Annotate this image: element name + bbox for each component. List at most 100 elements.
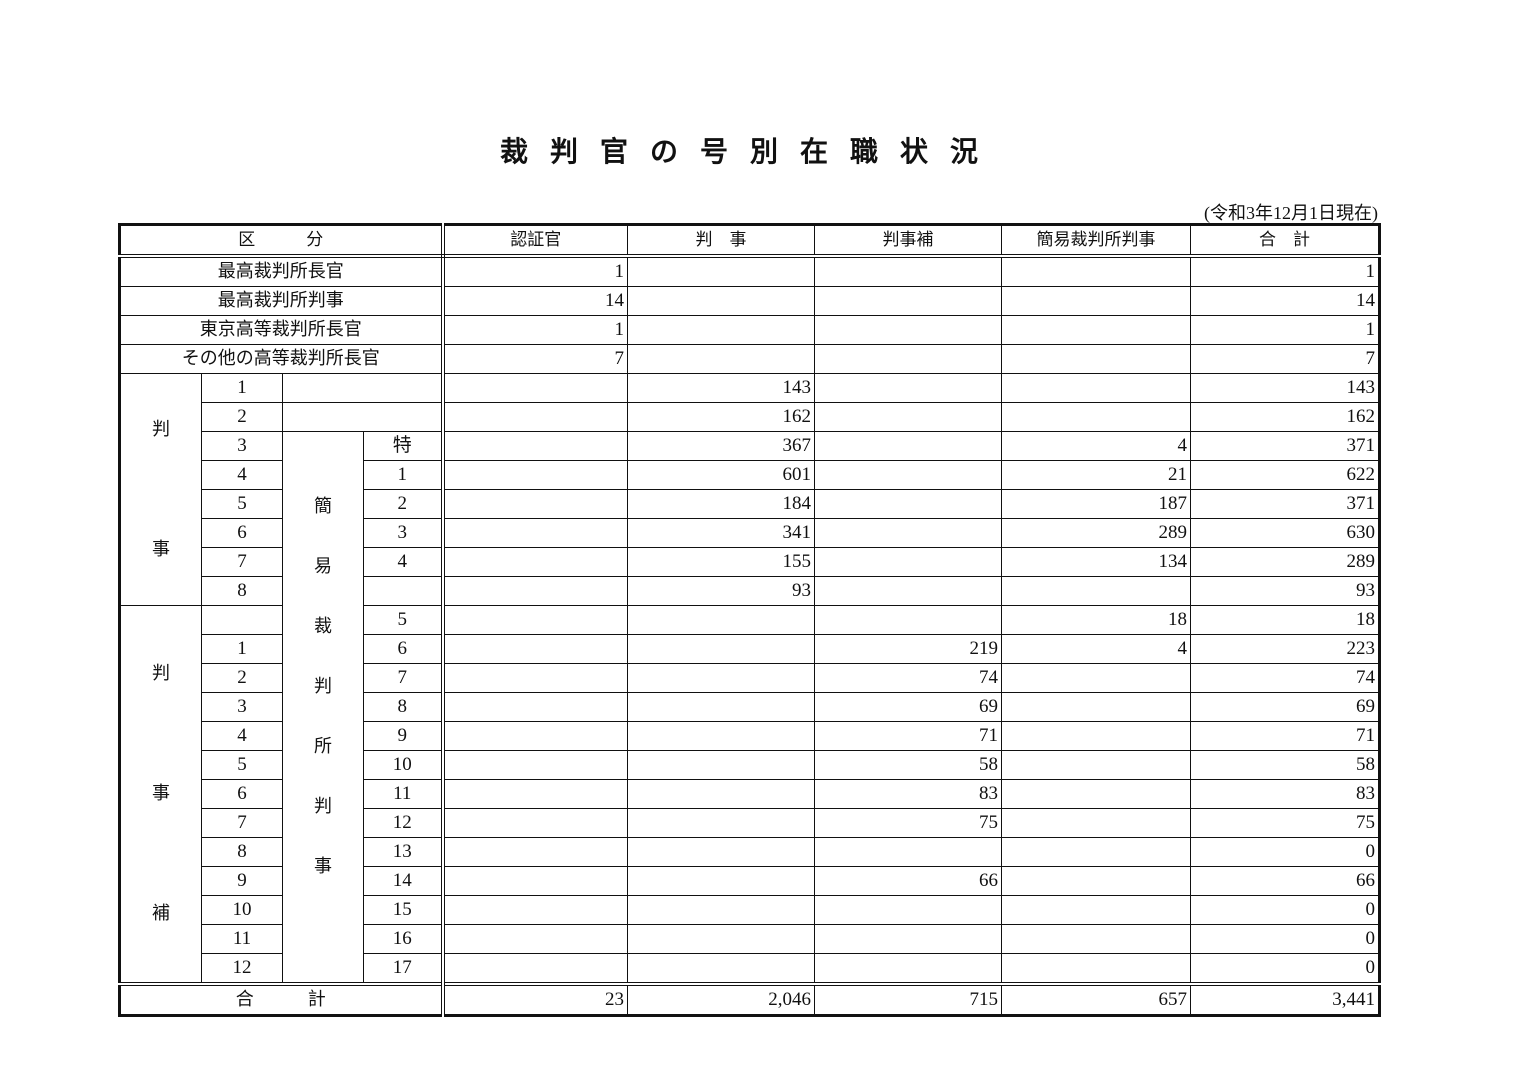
value-cell: 83 [1190, 779, 1380, 809]
value-cell [442, 866, 628, 896]
judge-group-label: 判事 [119, 373, 202, 606]
value-cell: 66 [1190, 866, 1380, 896]
value-cell [627, 866, 815, 896]
value-cell [1001, 373, 1191, 403]
table-row: 11 16 0 [120, 924, 1380, 954]
value-cell [442, 721, 628, 751]
value-cell: 14 [442, 286, 628, 316]
value-cell: 58 [814, 750, 1002, 780]
value-cell [814, 315, 1002, 345]
value-cell [814, 460, 1002, 490]
table-row: 1 6 219 4 223 [120, 634, 1380, 664]
grade-cell: 6 [201, 518, 283, 548]
table-row: 5 10 58 58 [120, 750, 1380, 780]
value-cell [627, 634, 815, 664]
summary-grade-cell: 1 [363, 460, 445, 490]
value-cell: 162 [1190, 402, 1380, 432]
table-row: 6 3 341 289 630 [120, 518, 1380, 548]
header-row: 区 分認証官判 事判事補 簡易裁判所判事合 計 [119, 224, 1380, 258]
grade-cell: 5 [201, 489, 283, 519]
value-cell [814, 895, 1002, 925]
value-cell [627, 924, 815, 954]
grade-cell: 7 [201, 808, 283, 838]
value-cell [442, 373, 628, 403]
value-cell [627, 837, 815, 867]
label-char: 補 [152, 903, 170, 924]
value-cell [627, 750, 815, 780]
value-cell [627, 315, 815, 345]
value-cell: 18 [1001, 605, 1191, 635]
value-cell: 1 [442, 255, 628, 287]
grade-cell: 3 [201, 692, 283, 722]
value-cell: 75 [1190, 808, 1380, 838]
value-cell: 0 [1190, 837, 1380, 867]
column-header: 認証官 [442, 224, 628, 258]
table-row: 2 162 162 [120, 402, 1380, 432]
value-cell [1001, 663, 1191, 693]
summary-grade-cell: 11 [363, 779, 445, 809]
table-row: 判事補 5 18 18 [119, 605, 1380, 985]
label-char: 簡 [314, 496, 332, 517]
value-cell: 1 [1190, 315, 1380, 345]
value-cell [442, 460, 628, 490]
value-cell [442, 750, 628, 780]
value-cell [442, 634, 628, 664]
value-cell: 0 [1190, 924, 1380, 954]
value-cell [814, 576, 1002, 606]
label-char: 所 [314, 736, 332, 757]
table-row: 最高裁判所判事 14 14 [119, 286, 1380, 316]
vertical-label: 判事 [121, 418, 201, 562]
value-cell [814, 373, 1002, 403]
value-cell: 1 [1190, 255, 1380, 287]
table-row: 4 1 601 21 622 [120, 460, 1380, 490]
value-cell [627, 779, 815, 809]
grade-cell: 11 [201, 924, 283, 954]
summary-grade-cell: 10 [363, 750, 445, 780]
label-char: 事 [152, 538, 170, 560]
table-row: その他の高等裁判所長官 7 7 [119, 344, 1380, 374]
value-cell [442, 692, 628, 722]
value-cell [1001, 692, 1191, 722]
value-cell: 371 [1190, 489, 1380, 519]
value-cell [442, 663, 628, 693]
value-cell [627, 953, 815, 985]
value-cell [627, 721, 815, 751]
row-label: 東京高等裁判所長官 [119, 315, 445, 345]
value-cell [627, 692, 815, 722]
value-cell: 14 [1190, 286, 1380, 316]
value-cell [1001, 837, 1191, 867]
table-row: 10 15 0 [120, 895, 1380, 925]
value-cell [1001, 750, 1191, 780]
table-row: 4 9 71 71 [120, 721, 1380, 751]
value-cell [442, 402, 628, 432]
value-cell: 155 [627, 547, 815, 577]
value-cell [1001, 576, 1191, 606]
value-cell [442, 431, 628, 461]
value-cell [442, 547, 628, 577]
value-cell: 21 [1001, 460, 1191, 490]
value-cell [442, 576, 628, 606]
summary-judge-group-label: 簡易裁判所判事 [282, 431, 364, 985]
value-cell [1001, 953, 1191, 985]
value-cell [1001, 286, 1191, 316]
value-cell [814, 402, 1002, 432]
label-char: 裁 [314, 616, 332, 637]
grade-cell: 2 [201, 663, 283, 693]
value-cell: 184 [627, 489, 815, 519]
value-cell: 66 [814, 866, 1002, 896]
value-cell [627, 286, 815, 316]
row-label: 最高裁判所判事 [119, 286, 445, 316]
grade-cell: 7 [201, 547, 283, 577]
value-cell: 0 [1190, 895, 1380, 925]
value-cell [1001, 344, 1191, 374]
row-label: その他の高等裁判所長官 [119, 344, 445, 374]
value-cell [814, 255, 1002, 287]
value-cell [627, 255, 815, 287]
value-cell [442, 953, 628, 985]
grade-cell: 12 [201, 953, 283, 985]
page-title: 裁判官の号別在職状況 [499, 135, 1000, 168]
value-cell [1001, 402, 1191, 432]
value-cell: 7 [442, 344, 628, 374]
grade-cell: 3 [201, 431, 283, 461]
category-header: 区 分 [119, 224, 445, 258]
